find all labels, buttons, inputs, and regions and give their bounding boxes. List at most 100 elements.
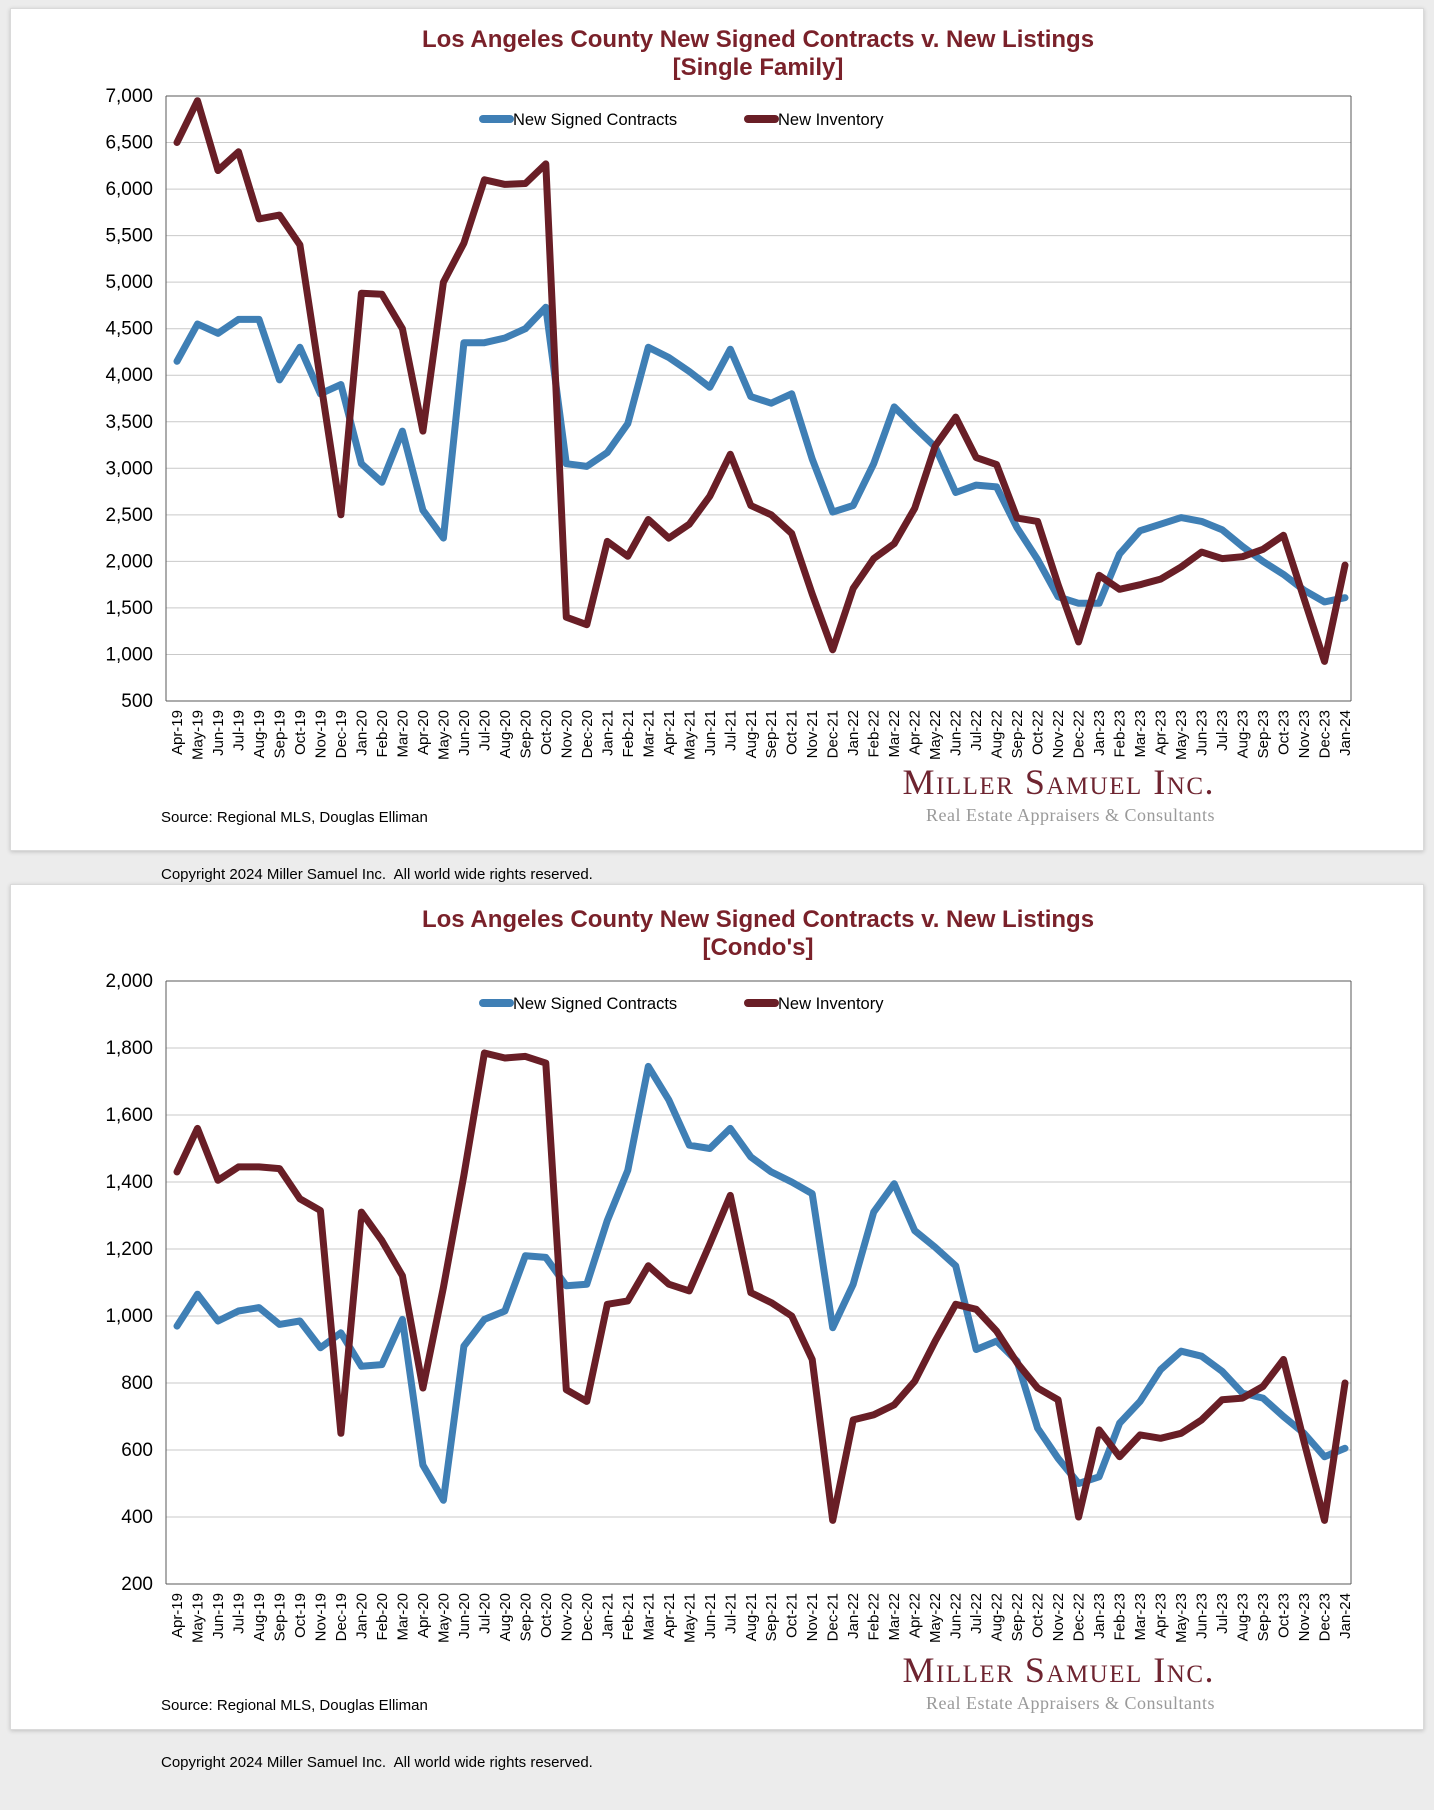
x-tick-label: Jan-24 bbox=[1337, 1593, 1354, 1639]
x-tick-label: Sep-22 bbox=[1009, 710, 1026, 758]
x-tick-label: Oct-22 bbox=[1030, 710, 1047, 755]
x-tick-label: Feb-20 bbox=[374, 1593, 391, 1641]
x-tick-label: Jan-23 bbox=[1091, 1593, 1108, 1639]
legend-label: New Inventory bbox=[778, 995, 884, 1013]
x-tick-label: Feb-22 bbox=[866, 710, 883, 758]
x-tick-label: Oct-20 bbox=[538, 710, 555, 755]
y-tick-label: 2,500 bbox=[105, 505, 153, 526]
condo-line-chart: 200 400 600 800 1,000 1,200 1,400 1,600 1,800 2,0… bbox=[105, 906, 1354, 1643]
x-tick-label: Jun-22 bbox=[948, 710, 965, 756]
y-tick-label: 2,000 bbox=[105, 551, 153, 572]
x-tick-label: Oct-19 bbox=[292, 710, 309, 755]
brand-logo-text: Miller Samuel Inc. bbox=[902, 1650, 1215, 1690]
y-tick-label: 5,000 bbox=[105, 272, 153, 293]
x-tick-label: Jan-22 bbox=[845, 1593, 862, 1639]
series-line-new-inventory bbox=[173, 1049, 1349, 1524]
x-tick-label: Aug-21 bbox=[743, 1593, 760, 1641]
y-tick-label: 1,800 bbox=[105, 1038, 153, 1059]
x-tick-label: Jul-21 bbox=[722, 1593, 739, 1634]
x-tick-label: Mar-23 bbox=[1132, 710, 1149, 758]
x-tick-label: Jan-21 bbox=[599, 710, 616, 756]
x-tick-label: Aug-22 bbox=[989, 710, 1006, 758]
y-tick-label: 500 bbox=[121, 691, 153, 712]
x-tick-label: Jun-20 bbox=[456, 1593, 473, 1639]
x-tick-label: Mar-21 bbox=[640, 710, 657, 758]
brand-block: Miller Samuel Inc. Real Estate Appraiser… bbox=[903, 761, 1215, 826]
chart-title: Los Angeles County New Signed Contracts … bbox=[422, 26, 1094, 53]
x-tick-label: May-23 bbox=[1173, 1593, 1190, 1643]
y-tick-label: 1,000 bbox=[105, 644, 153, 665]
x-tick-label: Sep-19 bbox=[271, 1593, 288, 1641]
y-tick-label: 600 bbox=[121, 1440, 153, 1461]
x-tick-label: Jan-20 bbox=[353, 710, 370, 756]
series-line-new-signed-contracts bbox=[173, 303, 1349, 607]
x-tick-label: Jun-22 bbox=[948, 1593, 965, 1639]
x-tick-label: Jun-21 bbox=[702, 710, 719, 756]
y-tick-label: 5,500 bbox=[105, 226, 153, 247]
x-tick-label: Apr-21 bbox=[661, 1593, 678, 1638]
x-tick-label: Jun-21 bbox=[702, 1593, 719, 1639]
y-tick-label: 7,000 bbox=[105, 86, 153, 107]
x-tick-label: Jul-20 bbox=[476, 1593, 493, 1634]
x-tick-label: May-19 bbox=[189, 710, 206, 760]
x-tick-label: Jul-23 bbox=[1214, 1593, 1231, 1634]
y-tick-label: 6,500 bbox=[105, 133, 153, 154]
x-tick-label: Aug-22 bbox=[989, 1593, 1006, 1641]
x-tick-label: Dec-22 bbox=[1071, 710, 1088, 758]
y-tick-label: 1,600 bbox=[105, 1105, 153, 1126]
y-tick-label: 2,000 bbox=[105, 971, 153, 992]
x-tick-label: Oct-20 bbox=[538, 1593, 555, 1638]
x-tick-label: Nov-22 bbox=[1050, 710, 1067, 758]
x-tick-label: May-23 bbox=[1173, 710, 1190, 760]
y-tick-label: 1,200 bbox=[105, 1239, 153, 1260]
x-tick-label: Mar-22 bbox=[886, 710, 903, 758]
x-tick-label: Sep-21 bbox=[763, 710, 780, 758]
x-tick-label: Jan-21 bbox=[599, 1593, 616, 1639]
y-tick-label: 400 bbox=[121, 1507, 153, 1528]
copyright-note: Copyright 2024 Miller Samuel Inc. All wo… bbox=[161, 1754, 593, 1771]
x-tick-label: Sep-22 bbox=[1009, 1593, 1026, 1641]
x-tick-label: Nov-23 bbox=[1296, 1593, 1313, 1641]
brand-block: Miller Samuel Inc. Real Estate Appraiser… bbox=[903, 1649, 1215, 1714]
x-tick-label: Nov-21 bbox=[804, 1593, 821, 1641]
brand-tagline: Real Estate Appraisers & Consultants bbox=[926, 805, 1215, 825]
x-tick-label: Sep-23 bbox=[1255, 710, 1272, 758]
x-tick-label: Mar-20 bbox=[394, 1593, 411, 1641]
x-tick-label: Jan-22 bbox=[845, 710, 862, 756]
x-tick-label: Aug-20 bbox=[497, 710, 514, 758]
x-tick-label: Apr-23 bbox=[1153, 1593, 1170, 1638]
x-tick-label: Oct-23 bbox=[1276, 1593, 1293, 1638]
y-tick-label: 4,000 bbox=[105, 365, 153, 386]
x-tick-label: Feb-21 bbox=[620, 1593, 637, 1641]
x-tick-label: Aug-23 bbox=[1235, 710, 1252, 758]
x-tick-label: Feb-23 bbox=[1112, 710, 1129, 758]
x-tick-label: Dec-21 bbox=[825, 1593, 842, 1641]
x-tick-label: Jun-20 bbox=[456, 710, 473, 756]
single-family-line-chart: 500 1,000 1,500 2,000 2,500 3,000 3,500 4,000 4,… bbox=[105, 26, 1354, 760]
x-tick-label: May-19 bbox=[189, 1593, 206, 1643]
x-tick-label: Sep-19 bbox=[271, 710, 288, 758]
y-tick-label: 4,500 bbox=[105, 319, 153, 340]
chart-subtitle: [Single Family] bbox=[673, 54, 844, 81]
x-tick-label: May-22 bbox=[927, 710, 944, 760]
copyright-note: Copyright 2024 Miller Samuel Inc. All wo… bbox=[161, 866, 593, 883]
legend-label: New Signed Contracts bbox=[513, 111, 677, 129]
x-tick-label: May-20 bbox=[435, 1593, 452, 1643]
x-tick-label: Apr-23 bbox=[1153, 710, 1170, 755]
x-tick-label: May-22 bbox=[927, 1593, 944, 1643]
x-tick-label: Jun-23 bbox=[1194, 1593, 1211, 1639]
y-tick-label: 200 bbox=[121, 1574, 153, 1595]
x-tick-label: Jun-23 bbox=[1194, 710, 1211, 756]
x-tick-label: Jan-23 bbox=[1091, 710, 1108, 756]
x-tick-label: Oct-21 bbox=[784, 1593, 801, 1638]
x-tick-label: Apr-19 bbox=[169, 710, 186, 755]
x-tick-label: Jun-19 bbox=[210, 710, 227, 756]
x-tick-label: Oct-22 bbox=[1030, 1593, 1047, 1638]
x-tick-label: Dec-23 bbox=[1317, 1593, 1334, 1641]
series-line-new-signed-contracts bbox=[173, 1062, 1349, 1504]
x-tick-label: May-21 bbox=[681, 710, 698, 760]
x-tick-label: Sep-23 bbox=[1255, 1593, 1272, 1641]
chart-footer: Source: Regional MLS, Douglas Elliman Co… bbox=[161, 1658, 593, 1810]
x-tick-label: Feb-22 bbox=[866, 1593, 883, 1641]
x-tick-label: Dec-19 bbox=[333, 1593, 350, 1641]
